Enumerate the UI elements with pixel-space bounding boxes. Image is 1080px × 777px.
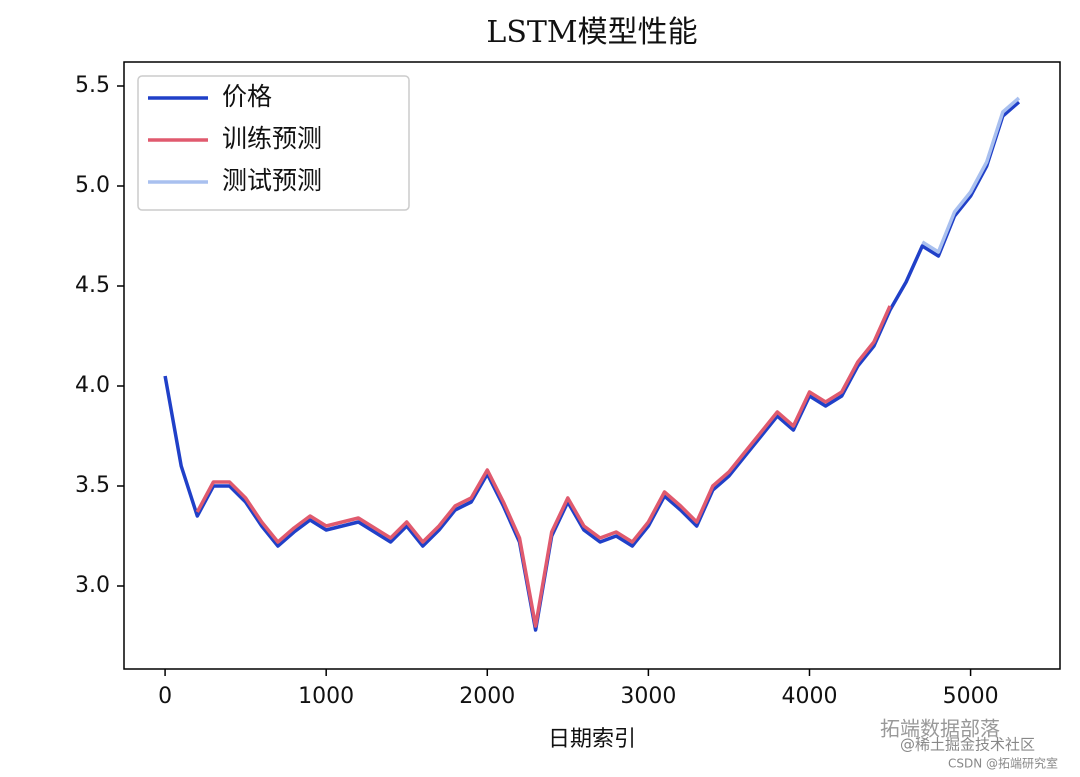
y-tick-label: 4.0 bbox=[75, 373, 110, 398]
watermark: CSDN @拓端研究室 bbox=[948, 756, 1058, 771]
legend-label: 价格 bbox=[222, 82, 272, 111]
y-tick-label: 3.5 bbox=[75, 473, 110, 498]
y-tick-label: 5.5 bbox=[75, 73, 110, 98]
x-axis-label: 日期索引 bbox=[548, 727, 636, 752]
y-tick-label: 4.5 bbox=[75, 273, 110, 298]
x-tick-label: 0 bbox=[158, 684, 172, 709]
series-line bbox=[195, 305, 892, 628]
x-tick-label: 4000 bbox=[781, 684, 837, 709]
plot-frame bbox=[123, 61, 1061, 670]
watermark: 拓端数据部落 bbox=[880, 717, 1000, 741]
y-tick-label: 3.0 bbox=[75, 573, 110, 598]
x-tick-label: 2000 bbox=[459, 684, 515, 709]
watermark: @稀土掘金技术社区 bbox=[900, 736, 1035, 754]
x-tick-label: 5000 bbox=[943, 684, 999, 709]
series-line bbox=[921, 96, 1021, 254]
legend-label: 测试预测 bbox=[222, 166, 322, 195]
chart-title: LSTM模型性能 bbox=[486, 15, 697, 50]
x-tick-label: 3000 bbox=[620, 684, 676, 709]
legend-label: 训练预测 bbox=[222, 124, 322, 153]
y-tick-label: 5.0 bbox=[75, 173, 110, 198]
x-tick-label: 1000 bbox=[298, 684, 354, 709]
legend-box bbox=[137, 75, 410, 211]
